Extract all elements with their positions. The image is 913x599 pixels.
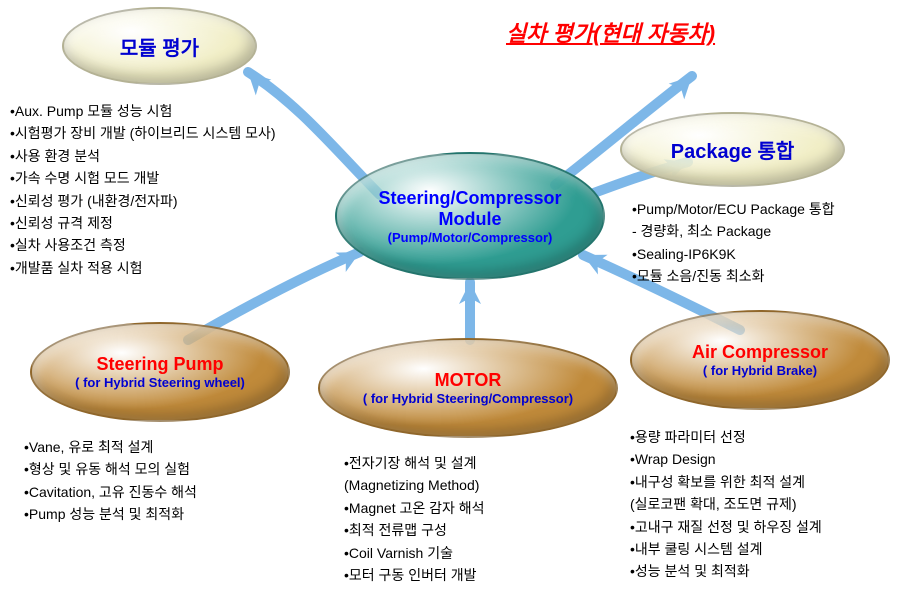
bullet-line: •모듈 소음/진동 최소화	[632, 265, 835, 287]
node-center-title-l1: Steering/Compressor	[378, 188, 561, 209]
bullet-line: •Sealing-IP6K9K	[632, 243, 835, 265]
bullet-line: •신뢰성 평가 (내환경/전자파)	[10, 190, 276, 212]
bullet-line: (Magnetizing Method)	[344, 474, 485, 496]
bullet-line: •사용 환경 분석	[10, 145, 276, 167]
bullets-motor: •전자기장 해석 및 설계 (Magnetizing Method)•Magne…	[344, 452, 485, 586]
bullet-line: •내구성 확보를 위한 최적 설계	[630, 471, 822, 493]
bullet-line: •최적 전류맵 구성	[344, 519, 485, 541]
node-air-compressor: Air Compressor ( for Hybrid Brake)	[630, 310, 890, 410]
bullet-line: - 경량화, 최소 Package	[632, 220, 835, 242]
node-module-eval-title: 모듈 평가	[120, 32, 199, 61]
node-center-title-l2: Module	[439, 209, 502, 230]
node-center-sub: (Pump/Motor/Compressor)	[388, 230, 553, 245]
node-package: Package 통합	[620, 112, 845, 187]
node-motor-sub: ( for Hybrid Steering/Compressor)	[363, 391, 573, 406]
bullets-package: •Pump/Motor/ECU Package 통합 - 경량화, 최소 Pac…	[632, 198, 835, 288]
bullet-line: •형상 및 유동 해석 모의 실험	[24, 458, 197, 480]
node-air-compressor-title: Air Compressor	[692, 342, 828, 363]
bullet-line: •Wrap Design	[630, 448, 822, 470]
bullet-line: •개발품 실차 적용 시험	[10, 257, 276, 279]
bullet-line: •Coil Varnish 기술	[344, 542, 485, 564]
bullets-module-eval: •Aux. Pump 모듈 성능 시험•시험평가 장비 개발 (하이브리드 시스…	[10, 100, 276, 279]
bullet-line: •실차 사용조건 측정	[10, 234, 276, 256]
node-package-title: Package 통합	[671, 135, 795, 164]
bullet-line: •고내구 재질 선정 및 하우징 설계	[630, 516, 822, 538]
bullet-line: •Pump/Motor/ECU Package 통합	[632, 198, 835, 220]
bullet-line: •모터 구동 인버터 개발	[344, 564, 485, 586]
bullet-line: •가속 수명 시험 모드 개발	[10, 167, 276, 189]
node-air-compressor-sub: ( for Hybrid Brake)	[703, 363, 817, 378]
bullet-line: •용량 파라미터 선정	[630, 426, 822, 448]
header-realcar-eval: 실차 평가(현대 자동차)	[506, 16, 715, 48]
bullets-steering-pump: •Vane, 유로 최적 설계•형상 및 유동 해석 모의 실험•Cavitat…	[24, 436, 197, 526]
bullet-line: •시험평가 장비 개발 (하이브리드 시스템 모사)	[10, 122, 276, 144]
bullet-line: •Pump 성능 분석 및 최적화	[24, 503, 197, 525]
bullets-air-compressor: •용량 파라미터 선정•Wrap Design•내구성 확보를 위한 최적 설계…	[630, 426, 822, 583]
node-center: Steering/Compressor Module (Pump/Motor/C…	[335, 152, 605, 280]
bullet-line: •Vane, 유로 최적 설계	[24, 436, 197, 458]
node-module-eval: 모듈 평가	[62, 7, 257, 85]
node-steering-pump-title: Steering Pump	[96, 354, 223, 375]
node-motor: MOTOR ( for Hybrid Steering/Compressor)	[318, 338, 618, 438]
bullet-line: (실로코팬 확대, 조도면 규제)	[630, 493, 822, 515]
bullet-line: •내부 쿨링 시스템 설계	[630, 538, 822, 560]
bullet-line: •전자기장 해석 및 설계	[344, 452, 485, 474]
node-steering-pump-sub: ( for Hybrid Steering wheel)	[75, 375, 245, 390]
bullet-line: •신뢰성 규격 제정	[10, 212, 276, 234]
bullet-line: •Cavitation, 고유 진동수 해석	[24, 481, 197, 503]
bullet-line: •Aux. Pump 모듈 성능 시험	[10, 100, 276, 122]
node-motor-title: MOTOR	[435, 370, 502, 391]
bullet-line: •Magnet 고온 감자 해석	[344, 497, 485, 519]
node-steering-pump: Steering Pump ( for Hybrid Steering whee…	[30, 322, 290, 422]
bullet-line: •성능 분석 및 최적화	[630, 560, 822, 582]
